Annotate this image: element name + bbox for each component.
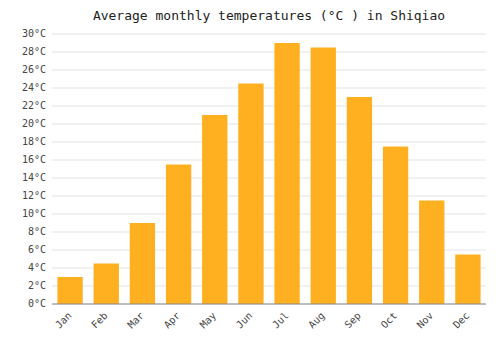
y-tick-label: 2°C: [28, 280, 46, 291]
x-tick-label: Apr: [162, 310, 183, 331]
y-tick-label: 18°C: [22, 136, 46, 147]
page: {"chart_data": {"type": "bar", "title": …: [0, 0, 500, 350]
chart: 0°C 2°C 4°C 6°C 8°C 10°C 12°C 14°C 16°C 18°C 20°C 2…: [0, 0, 500, 350]
title: Average monthly temperatures (°C ) in Sh…: [93, 8, 445, 23]
x-tick-label: Jan: [53, 310, 74, 331]
grid-line: [52, 124, 486, 125]
grid-line: [52, 178, 486, 179]
grid-line: [52, 52, 486, 53]
grid: [52, 34, 486, 304]
chart-container: 0°C 2°C 4°C 6°C 8°C 10°C 12°C 14°C 16°C 18°C 20°C 2…: [0, 0, 500, 350]
bar: [166, 165, 191, 305]
y-axis: 0°C 2°C 4°C 6°C 8°C 10°C 12°C 14°C 16°C 18°C 20°C 2…: [22, 28, 46, 309]
x-tick-label: Jul: [270, 310, 291, 331]
grid-line: [52, 88, 486, 89]
grid-line: [52, 196, 486, 197]
bar: [383, 147, 408, 305]
bar: [274, 43, 299, 304]
y-tick-label: 14°C: [22, 172, 46, 183]
x-axis-line: [52, 304, 486, 305]
x-tick-label: Nov: [415, 310, 436, 331]
grid-line: [52, 34, 486, 35]
y-tick-label: 20°C: [22, 118, 46, 129]
x-tick-label: Oct: [379, 310, 400, 331]
y-tick-label: 10°C: [22, 208, 46, 219]
x-tick-label: Mar: [125, 310, 146, 331]
y-tick-label: 30°C: [22, 28, 46, 39]
x-tick-label: Dec: [451, 310, 472, 331]
bar: [347, 97, 372, 304]
grid-line: [52, 304, 486, 305]
bar: [94, 264, 119, 305]
x-tick-label: Aug: [306, 310, 327, 331]
y-tick-label: 0°C: [28, 298, 46, 309]
y-tick-label: 24°C: [22, 82, 46, 93]
bar: [311, 48, 336, 305]
y-tick-label: 4°C: [28, 262, 46, 273]
grid-line: [52, 160, 486, 161]
bar: [130, 223, 155, 304]
bar: [455, 255, 480, 305]
bar: [238, 84, 263, 305]
x-tick-label: Feb: [89, 310, 110, 331]
y-tick-label: 26°C: [22, 64, 46, 75]
y-tick-label: 12°C: [22, 190, 46, 201]
y-tick-label: 6°C: [28, 244, 46, 255]
bars: [57, 43, 480, 304]
y-tick-label: 16°C: [22, 154, 46, 165]
bar: [419, 201, 444, 305]
bar: [57, 277, 82, 304]
x-tick-label: Sep: [342, 310, 363, 331]
grid-line: [52, 106, 486, 107]
bar: [202, 115, 227, 304]
x-axis: Jan Feb Mar Apr May Jun Jul Aug Sep Oct Nov Dec: [52, 304, 486, 330]
grid-line: [52, 142, 486, 143]
y-tick-label: 22°C: [22, 100, 46, 111]
y-tick-label: 8°C: [28, 226, 46, 237]
x-tick-label: May: [198, 310, 219, 331]
x-tick-label: Jun: [234, 310, 255, 331]
grid-line: [52, 70, 486, 71]
y-tick-label: 28°C: [22, 46, 46, 57]
